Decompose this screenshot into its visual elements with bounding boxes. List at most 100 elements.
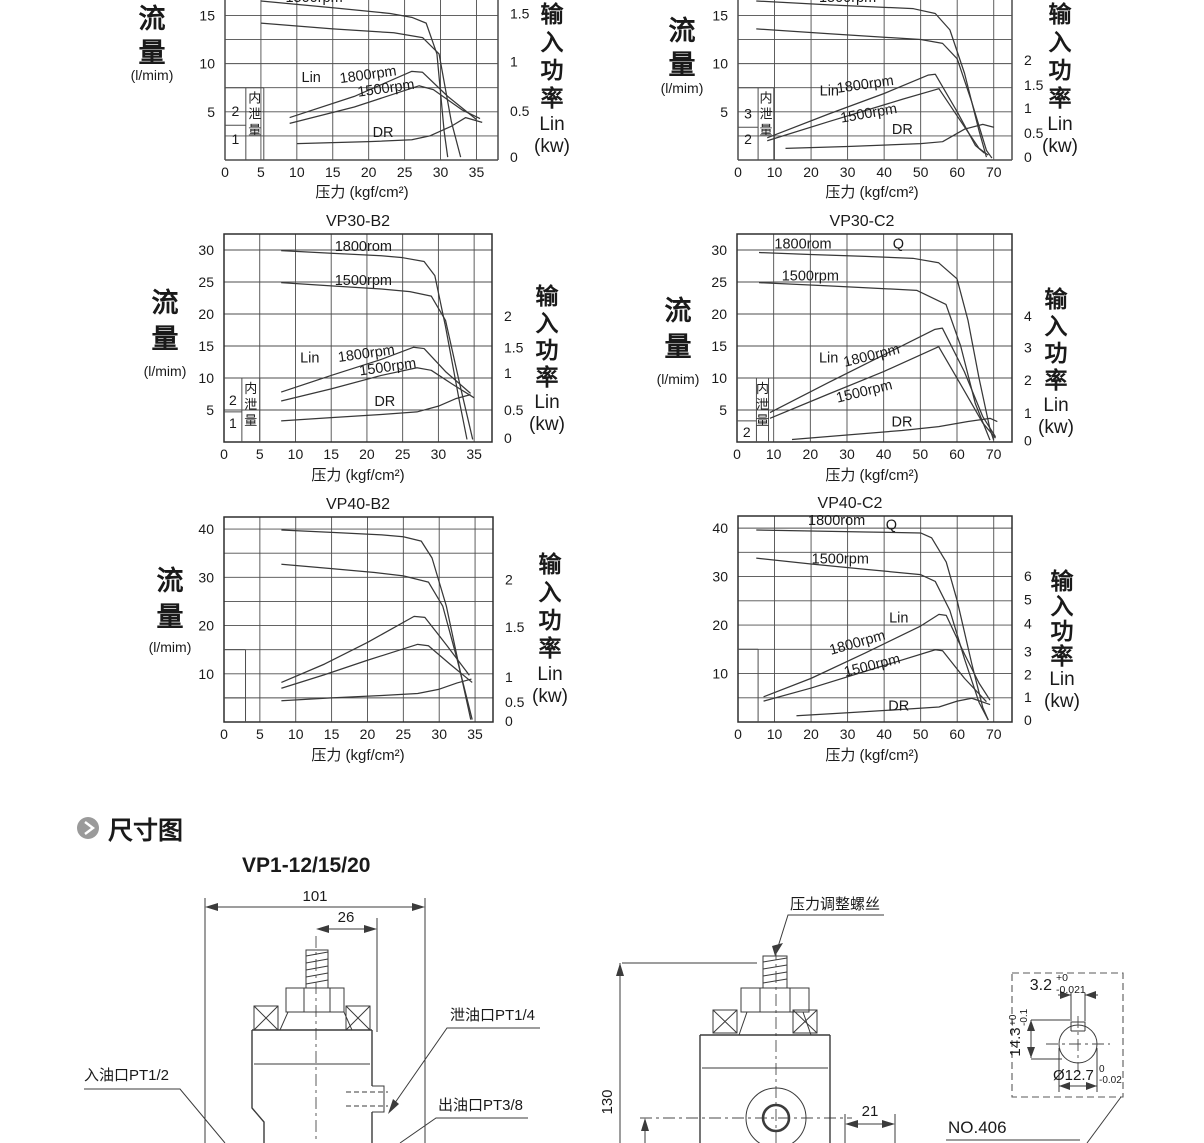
arrow-right-icon [364,925,377,933]
y-axis-tick: 10 [712,666,728,682]
x-axis-tick: 30 [839,446,855,462]
x-axis-tick: 35 [466,446,482,462]
series-DR [296,116,483,145]
arrow-up-icon [641,1118,649,1131]
curve-label: Q [886,518,897,534]
y2-axis-tick: 0 [510,149,518,165]
x-axis-tick: 30 [433,164,449,180]
plot-border [736,233,1013,443]
y-axis-tick: 10 [198,370,214,386]
x-axis-tick: 25 [396,726,412,742]
outlet-port-label: 出油口PT3/8 [438,1097,523,1114]
x-axis-tick: 35 [467,726,483,742]
x-axis-label: 压力 (kgf/cm²) [315,184,408,201]
drain-leader-line [389,1027,540,1111]
x-axis-tick: 40 [876,446,892,462]
detail-leader-line [1086,1096,1122,1143]
dim-130-line [619,962,757,1143]
curve-label: Q [893,237,904,253]
x-axis-tick: 5 [257,164,265,180]
key-height-tol-lower: -0.1 [1019,1008,1030,1026]
leak-label-char: 量 [756,413,769,428]
y-axis-tick: 15 [711,338,727,354]
y2-axis-tick: 1.5 [504,339,524,355]
y-axis-title-char: 流 [152,288,179,318]
x-axis-tick: 40 [876,164,892,180]
series-Q-1800rpm [758,251,995,441]
y2-axis-title-char: 功 [536,337,559,363]
y-axis-tick: 5 [207,104,215,120]
x-axis-tick: 35 [469,164,485,180]
curve-label: 1500rpm [358,356,417,380]
leak-label-char: 内 [244,381,257,396]
y-axis-tick: 10 [711,370,727,386]
drawing-note: NO.406 [948,1118,1007,1137]
curve-label: 1500rpm [285,0,342,6]
screw-leader-line [776,914,884,951]
plot-border [737,515,1013,723]
arrow-left-icon [1085,991,1096,999]
leak-label-char: 内 [248,91,261,106]
series-DR [281,394,471,422]
series-Lin-1800rpm [763,613,991,701]
x-axis-tick: 15 [323,446,339,462]
arrow-right-icon [1086,1082,1097,1090]
curve-label: 1800rom [774,237,831,253]
x-axis-tick: 60 [949,164,965,180]
x-axis-tick: 60 [949,726,965,742]
y-axis-tick: 10 [199,56,215,72]
inlet-port-label: 入油口PT1/2 [84,1067,169,1084]
arrow-down-icon [1027,1047,1035,1058]
x-axis-label: 压力 (kgf/cm²) [825,184,918,201]
y2-axis-tick: 0.5 [504,402,524,418]
x-axis-tick: 20 [803,164,819,180]
chart-vp40-b2: 0 5 10 15 20 25 30 35 40 30 20 10 2 1.5 1 0.5 0 VP40-B2 压力… [149,496,568,764]
y-axis-unit: (l/mim) [131,67,174,83]
x-axis-tick: 10 [288,726,304,742]
y2-axis-unit: Lin [1047,114,1072,135]
x-axis-tick: 50 [913,446,929,462]
curve-label: DR [888,699,909,715]
leak-label-char: 泄 [759,107,772,122]
x-axis-tick: 70 [986,446,1002,462]
curve-label: 1500rpm [843,651,902,680]
y2-axis-tick: 0.5 [510,103,530,119]
x-axis-tick: 50 [913,726,929,742]
curve-label: DR [374,394,395,410]
leak-label-char: 泄 [248,107,261,122]
y2-axis-title-char: 入 [1045,313,1068,339]
chart-top-right: 32内泄量1500rpmLin1800rpm1500rpmDR010203040… [661,0,1078,201]
y2-axis-unit: Lin [1049,669,1074,690]
y2-axis-title-char: 功 [1045,340,1068,366]
dim-key-height: 14.3 [1007,1027,1024,1056]
y-axis-tick: 10 [198,666,214,682]
series-Lin-1500rpm [281,367,475,402]
y-axis-title-char: 量 [157,602,184,632]
series-DR [785,123,994,150]
series-Lin-1800rpm [280,346,471,394]
y-axis-tick: 10 [712,56,728,72]
y2-axis-unit: (kw) [534,136,570,157]
x-axis-tick: 15 [325,164,341,180]
curve-label: Lin [302,70,321,86]
curve-label: DR [892,122,913,138]
y2-axis-tick: 0 [1024,433,1032,449]
dim-21: 21 [862,1103,879,1120]
series-Q-1800rpm [260,0,449,158]
y2-axis-tick: 1 [1024,689,1032,705]
y-axis-title-char: 流 [157,566,184,596]
x-axis-tick: 70 [986,164,1002,180]
series-DR [281,678,472,702]
leak-label-char: 量 [248,123,261,138]
y2-axis-title-char: 入 [541,29,564,55]
y-axis-tick: 5 [206,402,214,418]
y2-axis-tick: 0 [505,713,513,729]
y2-axis-title-char: 输 [1045,286,1069,312]
y2-axis-tick: 1 [504,365,512,381]
series-Lin-1800rpm [769,327,997,438]
dim-key-height-lines [1030,1019,1070,1060]
y-axis-tick: 15 [199,7,215,23]
chart-title: VP40-B2 [326,496,390,513]
